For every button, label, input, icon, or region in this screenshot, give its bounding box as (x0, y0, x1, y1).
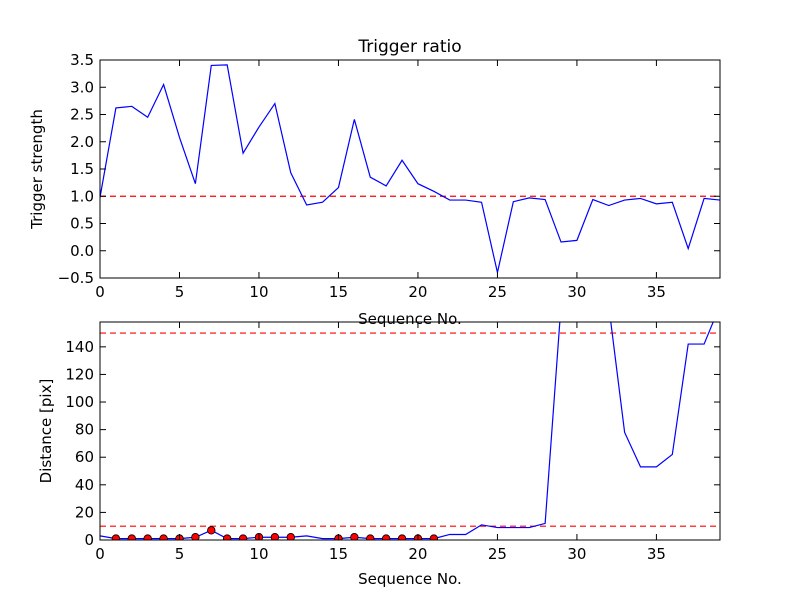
y-tick-label: −0.5 (58, 269, 94, 287)
y-tick-label: 120 (65, 365, 94, 383)
data-point-marker (286, 533, 295, 540)
y-axis-ticks: 0 20 40 60 80 100 120 140 (65, 338, 720, 549)
x-tick-label: 25 (488, 283, 507, 301)
y-tick-label: 100 (65, 393, 94, 411)
data-point-marker (159, 534, 168, 540)
y-tick-label: 0.5 (70, 215, 94, 233)
x-tick-label: 15 (329, 545, 348, 563)
x-tick-label: 25 (488, 545, 507, 563)
data-point-marker (111, 534, 121, 540)
plot-area (100, 64, 720, 273)
x-axis-label: Sequence No. (358, 310, 462, 328)
x-tick-label: 15 (329, 283, 348, 301)
y-tick-label: 2.0 (70, 133, 94, 151)
axes-frame (99, 321, 721, 541)
x-tick-label: 10 (249, 283, 268, 301)
x-tick-label: 35 (647, 545, 666, 563)
data-point-marker (222, 534, 232, 540)
trigger-ratio-chart: Trigger ratio 0 5 10 15 20 25 30 35 −0.5 0.0 0.5 1… (28, 37, 721, 328)
y-tick-label: 60 (75, 448, 94, 466)
distance-chart: 0 5 10 15 20 25 30 35 0 20 40 60 80 100 120 140 Sequen… (37, 321, 721, 588)
x-axis-ticks: 0 5 10 15 20 25 30 35 (95, 60, 666, 301)
data-point-marker (397, 534, 407, 540)
y-tick-label: 20 (75, 503, 94, 521)
data-point-marker (238, 534, 248, 540)
plot-area (100, 322, 720, 540)
x-axis-label: Sequence No. (358, 570, 462, 588)
y-tick-label: 40 (75, 476, 94, 494)
data-point-marker (350, 533, 359, 540)
series-line (100, 64, 720, 273)
y-tick-label: 1.5 (70, 160, 94, 178)
x-tick-label: 10 (249, 545, 268, 563)
x-axis-ticks: 0 5 10 15 20 25 30 35 (95, 322, 666, 563)
axes-frame (99, 59, 721, 279)
data-point-marker (366, 534, 375, 540)
y-tick-label: 2.5 (70, 106, 94, 124)
y-axis-ticks: −0.5 0.0 0.5 1.0 1.5 2.0 2.5 3.0 3.5 (58, 51, 720, 287)
x-tick-label: 0 (95, 283, 105, 301)
series-line (100, 322, 714, 540)
y-tick-label: 80 (75, 421, 94, 439)
data-point-marker (381, 534, 391, 540)
y-axis-label: Trigger strength (28, 109, 46, 230)
data-point-marker (207, 526, 216, 535)
data-point-marker (127, 534, 136, 540)
data-point-marker (191, 533, 200, 540)
x-tick-label: 35 (647, 283, 666, 301)
chart-title: Trigger ratio (357, 37, 461, 57)
y-tick-label: 3.0 (70, 78, 94, 96)
y-tick-label: 0 (84, 531, 94, 549)
x-tick-label: 30 (567, 283, 586, 301)
x-tick-label: 30 (567, 545, 586, 563)
y-tick-label: 1.0 (70, 187, 94, 205)
y-tick-label: 3.5 (70, 51, 94, 69)
x-tick-label: 5 (175, 283, 185, 301)
y-tick-label: 140 (65, 338, 94, 356)
x-tick-label: 5 (175, 545, 185, 563)
x-tick-label: 0 (95, 545, 105, 563)
data-point-marker (270, 533, 280, 540)
data-point-marker (143, 534, 152, 540)
y-tick-label: 0.0 (70, 242, 94, 260)
x-tick-label: 20 (408, 545, 427, 563)
data-point-marker (429, 534, 439, 540)
y-axis-label: Distance [pix] (37, 379, 55, 484)
x-tick-label: 20 (408, 283, 427, 301)
